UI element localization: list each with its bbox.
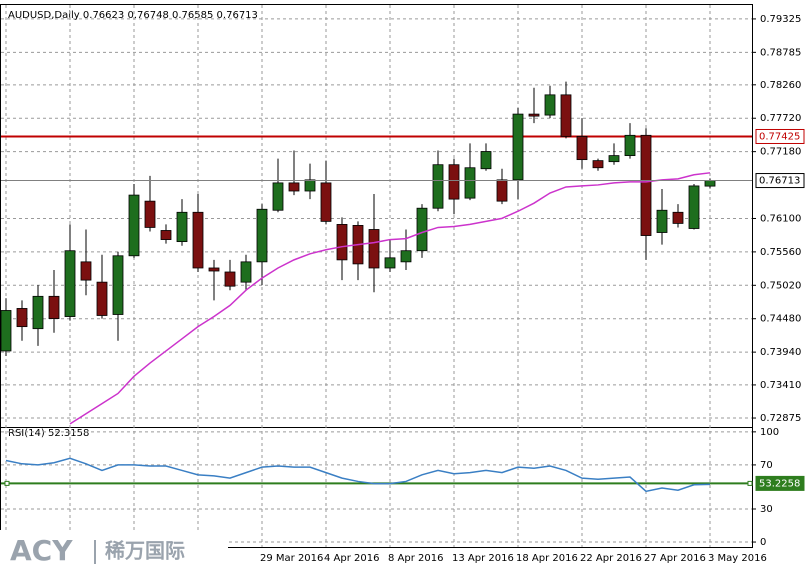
candle-body [368,229,380,269]
y-tick-label: 0.75020 [760,280,801,291]
candle-body [640,134,652,236]
candle-body [288,182,300,192]
candle-body [48,295,60,319]
y-tick-label: 0.78785 [760,47,801,58]
rsi-line [5,457,711,493]
candle-body [304,179,316,192]
y-tick-label: 100 [760,427,779,438]
y-tick-label: 0.75560 [760,247,801,258]
y-tick-label: 0.73410 [760,380,801,391]
candle-body [432,164,444,209]
candle-body [416,207,428,252]
candle-body [608,155,620,163]
moving-average-line [69,172,711,425]
candle-body [320,182,332,222]
rsi-pane-frame [0,427,753,548]
price-label-box [755,475,805,491]
y-tick-label: 0.79325 [760,14,801,25]
plot-layer: 0.79325 0.78785 0.78260 0.77720 0.77180 0.761… [0,5,805,564]
candle-body [32,295,44,330]
header: AUDUSD,Daily 0.76623 0.76748 0.76585 0.7… [8,10,258,21]
close-value: 0.76713 [217,10,258,21]
candle-body [16,308,28,328]
candle-body [176,211,188,243]
rsi-title: RSI(14) [8,428,45,439]
watermark-brand: ACY [10,534,73,567]
rsi-header: RSI(14) 52.3158 [8,428,89,439]
open-value: 0.76623 [83,10,124,21]
candle-body [656,209,668,233]
candle-body [80,261,92,281]
y-tick-label: 0.72875 [760,413,801,424]
candle-body [496,179,508,202]
y-tick-label: 0.77720 [760,113,801,124]
candle-body [672,211,684,224]
x-tick-label: 27 Apr 2016 [644,553,706,564]
candle-body [208,267,220,272]
candle-body [704,180,716,187]
price-label: 0.77425 [759,131,800,142]
level-marker [747,480,753,486]
y-tick-label: 0 [760,537,766,548]
y-tick-label: 0.74480 [760,314,801,325]
candle-body [336,224,348,261]
candle-body [240,261,252,283]
price-label: 53.2258 [759,478,800,489]
candle-body [192,211,204,269]
x-tick-label: 22 Apr 2016 [580,553,642,564]
candle-body [144,200,156,228]
low-value: 0.76585 [172,10,213,21]
candle-body [560,94,572,137]
y-tick-label: 70 [760,460,773,471]
x-tick-label: 4 Apr 2016 [324,553,379,564]
watermark-bg [0,530,228,574]
rsi-value: 52.3158 [48,428,89,439]
x-tick-label: 18 Apr 2016 [516,553,578,564]
x-tick-label: 13 Apr 2016 [452,553,514,564]
candle-body [688,185,700,229]
y-tick-label: 0.73940 [760,347,801,358]
candle-body [272,182,284,211]
candle-body [384,257,396,269]
symbol-title: AUDUSD,Daily [8,10,80,21]
price-label-box [755,128,805,144]
candle-body [0,310,12,352]
candle-body [160,230,172,240]
candle-body [256,208,268,263]
high-value: 0.76748 [127,10,168,21]
x-tick-label: 8 Apr 2016 [388,553,443,564]
candle-body [112,255,124,315]
candle-body [544,94,556,116]
level-marker [4,480,10,486]
candle-body [624,134,636,157]
watermark-name: 稀万国际 [105,539,185,563]
candle-body [464,167,476,199]
y-tick-label: 0.76100 [760,213,801,224]
x-tick-label: 29 Mar 2016 [260,553,323,564]
candle-body [448,164,460,200]
y-tick-label: 30 [760,504,773,515]
candle-body [64,250,76,317]
y-tick-label: 0.78260 [760,80,801,91]
price-label: 0.76713 [759,176,800,187]
x-tick-label: 3 May 2016 [708,553,767,564]
price-label-box [755,173,805,189]
candle-body [400,250,412,263]
candle-body [128,194,140,257]
candle-body [528,113,540,117]
candle-body [576,135,588,161]
candle-body [592,160,604,169]
candle-body [512,113,524,181]
y-tick-label: 0.77180 [760,147,801,158]
candle-body [480,151,492,170]
candle-body [224,271,236,287]
candle-body [96,281,108,316]
